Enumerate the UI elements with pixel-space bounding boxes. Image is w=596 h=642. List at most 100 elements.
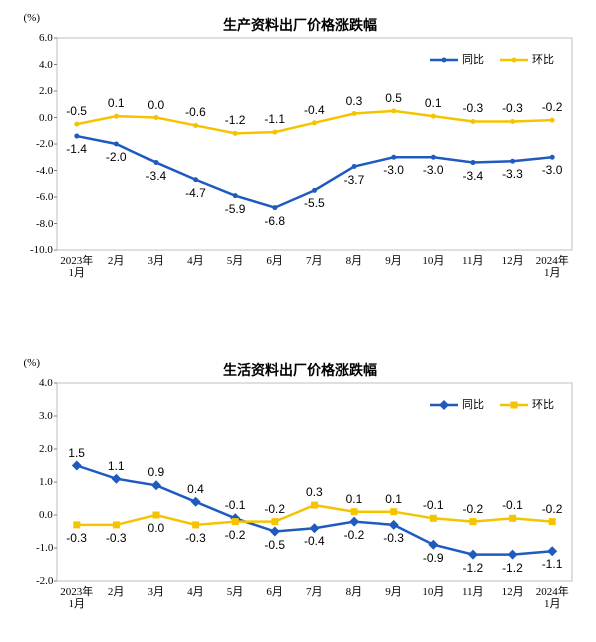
- point: [507, 549, 518, 560]
- data-label: -1.2: [502, 560, 523, 575]
- point: [152, 511, 160, 519]
- x-tick-label: 9月: [385, 255, 402, 267]
- data-label: -6.8: [264, 213, 286, 228]
- point: [430, 154, 436, 160]
- point: [312, 120, 317, 126]
- legend-label: 同比: [462, 399, 484, 411]
- point: [428, 539, 439, 550]
- y-tick-label: -6.0: [36, 191, 54, 203]
- data-label: -0.4: [304, 102, 325, 117]
- x-tick-label: 7月: [306, 255, 323, 267]
- point: [467, 549, 478, 560]
- y-tick-label: -10.0: [30, 244, 53, 256]
- point: [509, 514, 517, 522]
- data-label: -0.3: [185, 530, 206, 545]
- point: [429, 514, 437, 522]
- y-tick-label: 0.0: [39, 509, 53, 521]
- x-tick-label: 6月: [266, 255, 283, 267]
- y-tick-label: 1.0: [39, 476, 53, 488]
- data-label: -3.7: [343, 172, 365, 187]
- data-label: 0.0: [147, 97, 165, 112]
- data-label: -3.0: [422, 163, 444, 178]
- data-label: 0.1: [345, 491, 363, 506]
- y-tick-label: -4.0: [36, 164, 54, 177]
- point: [470, 118, 476, 124]
- data-label: -0.2: [343, 527, 365, 542]
- point: [74, 133, 80, 139]
- point: [510, 158, 516, 164]
- data-label: -1.2: [224, 113, 246, 128]
- x-tick-label: 10月: [422, 255, 445, 267]
- x-tick-label: 5月: [226, 586, 244, 598]
- y-tick-label: 0.0: [39, 111, 53, 124]
- data-label: -1.2: [462, 560, 484, 575]
- x-tick-label: 2023年 1月: [60, 255, 94, 279]
- plot: [54, 37, 573, 251]
- point: [193, 177, 199, 183]
- data-label: 0.1: [385, 491, 402, 506]
- x-tick-label: 2月: [107, 255, 125, 267]
- x-tick-label: 11月: [461, 586, 484, 598]
- data-label: -3.4: [462, 168, 484, 183]
- point: [350, 508, 358, 516]
- data-label: 0.3: [345, 93, 363, 108]
- point: [153, 160, 159, 166]
- unit-label: (%): [23, 357, 41, 369]
- data-label: -0.3: [502, 101, 523, 116]
- point: [153, 115, 159, 120]
- x-tick-label: 12月: [501, 586, 524, 598]
- x-tick-label: 9月: [385, 586, 402, 598]
- point: [351, 164, 357, 170]
- data-label: -5.9: [224, 201, 246, 216]
- x-tick-label: 2月: [107, 586, 125, 598]
- data-label: -0.5: [264, 537, 286, 552]
- point: [469, 518, 477, 526]
- point: [232, 193, 238, 199]
- point: [192, 521, 200, 529]
- point: [388, 519, 399, 530]
- data-label: 0.9: [147, 465, 165, 480]
- data-label: -5.5: [304, 196, 325, 211]
- data-label: -0.2: [224, 527, 246, 542]
- point: [549, 117, 555, 123]
- plot: [54, 382, 573, 582]
- data-label: -4.7: [185, 185, 206, 200]
- data-label: 1.5: [68, 445, 85, 460]
- x-tick-label: 3月: [147, 255, 165, 267]
- data-label: -0.1: [224, 498, 246, 513]
- point: [349, 516, 360, 527]
- y-tick-label: 6.0: [39, 32, 53, 44]
- data-label: -1.1: [541, 557, 563, 572]
- data-label: -0.3: [462, 101, 484, 116]
- point: [351, 111, 357, 117]
- data-label: -3.0: [383, 163, 404, 178]
- x-tick-label: 12月: [501, 255, 524, 267]
- data-label: -2.0: [105, 150, 127, 164]
- point: [232, 130, 238, 136]
- legend-label: 环比: [532, 399, 554, 411]
- point: [74, 121, 80, 127]
- data-label: 0.3: [306, 485, 323, 500]
- data-label: -1.4: [66, 142, 87, 157]
- point: [547, 546, 558, 557]
- x-tick-label: 2024年 1月: [535, 255, 569, 279]
- y-tick-label: 4.0: [39, 377, 53, 389]
- x-tick-label: 2023年 1月: [60, 586, 94, 610]
- y-tick-label: 3.0: [39, 410, 53, 422]
- data-label: -0.3: [66, 530, 87, 545]
- legend-marker: [511, 57, 517, 63]
- data-label: 0.1: [424, 96, 442, 111]
- data-label: 0.0: [147, 521, 165, 535]
- point: [272, 205, 278, 211]
- data-label: 0.4: [187, 481, 204, 496]
- data-label: -0.2: [264, 501, 286, 516]
- x-tick-label: 6月: [266, 586, 283, 598]
- plot-frame: [56, 37, 573, 251]
- point: [390, 508, 398, 516]
- x-tick-label: 5月: [226, 255, 244, 267]
- point: [151, 480, 162, 491]
- x-tick-label: 7月: [306, 586, 323, 598]
- y-tick-label: -2.0: [36, 138, 54, 150]
- data-label: -0.2: [541, 501, 563, 516]
- point: [190, 496, 201, 507]
